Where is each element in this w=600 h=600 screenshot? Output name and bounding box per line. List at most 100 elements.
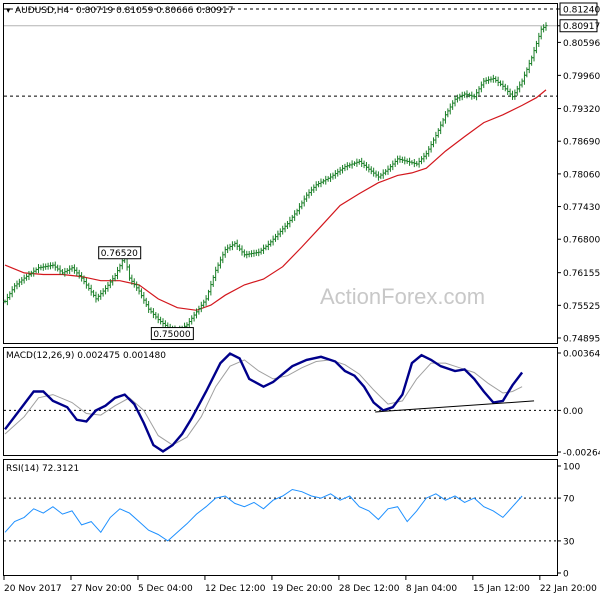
ohlc-bar (420, 156, 424, 165)
ohlc-bar (429, 141, 433, 153)
time-tick-label: 27 Nov 20:00 (71, 584, 132, 594)
ohlc-bar (364, 161, 368, 171)
ohlc-bar (520, 78, 524, 88)
ohlc-bar (446, 108, 450, 118)
ohlc-bar (113, 273, 117, 282)
watermark: ActionForex.com (320, 284, 485, 309)
annotation-label: 0.75000 (153, 330, 190, 340)
price-tick-label: 0.81240 (563, 6, 600, 16)
price-tick-label: 0.80917 (563, 22, 600, 32)
ohlc-bar (235, 239, 239, 250)
symbol-label: AUDUSD,H4 (15, 6, 70, 16)
ohlc-bar (305, 192, 309, 202)
ohlc-bar (496, 76, 500, 87)
rsi-lines (4, 488, 523, 542)
price-levels (4, 8, 557, 97)
ohlc-bar (151, 308, 155, 319)
rsi-tick-label: 70 (563, 495, 575, 505)
ohlc-bar (451, 100, 455, 110)
dropdown-arrow-icon[interactable]: ▾ (6, 6, 11, 16)
ohlc-bar (324, 175, 328, 185)
ohlc-bar (106, 281, 110, 292)
ohlc-bar (482, 77, 486, 89)
ohlc-bar (329, 173, 333, 182)
time-tick-label: 28 Dec 12:00 (339, 584, 400, 594)
ohlc-bar (333, 170, 337, 179)
ohlc-bar (25, 273, 29, 281)
ohlc-bar (321, 178, 325, 185)
ohlc-bar (68, 265, 72, 274)
ohlc-bar (367, 164, 371, 173)
ohlc-bar (479, 81, 483, 93)
ohlc-bar (427, 146, 431, 157)
ohlc-bar (319, 178, 323, 188)
ohlc-bar (441, 117, 445, 128)
ohlc-bar (22, 274, 26, 284)
ohlc-bar (17, 278, 21, 288)
ohlc-bar (187, 318, 191, 329)
annotation-label: 0.76520 (101, 249, 138, 259)
ohlc-bar (228, 243, 232, 251)
time-tick-label: 5 Dec 04:00 (138, 584, 193, 594)
ohlc-bar (259, 247, 263, 255)
ohlc-bar (242, 249, 246, 258)
price-tick-label: 0.79960 (563, 72, 600, 82)
ohlc-bar (527, 59, 531, 74)
ohlc-bar (233, 241, 237, 248)
ohlc-bar (374, 170, 378, 178)
ohlc-bar (211, 275, 215, 287)
ohlc-bar (290, 214, 294, 223)
ohlc-bar (314, 181, 318, 191)
macd-pane-frame (3, 347, 558, 456)
ohlc-bar (302, 195, 306, 207)
ohlc-bar (475, 89, 479, 101)
ohlc-bar (144, 297, 148, 307)
ohlc-bar (396, 155, 400, 165)
time-tick-label: 20 Nov 2017 (4, 584, 62, 594)
ohlc-bar (221, 251, 225, 264)
ohlc-bar (190, 315, 194, 325)
rsi-title: RSI(14) 72.3121 (6, 464, 79, 474)
macd-lines (4, 352, 535, 453)
ohlc-bar (101, 288, 105, 297)
price-tick-label: 0.76155 (563, 269, 600, 279)
ohlc-bar (264, 244, 268, 251)
ohlc-bar (99, 290, 103, 300)
ohlc-bar (534, 40, 538, 54)
macd-tick-label: -0.00264 (563, 449, 600, 459)
price-tick-box (559, 2, 598, 16)
rsi-line (4, 488, 523, 542)
price-tick-label: 0.77430 (563, 203, 600, 213)
ohlc-bar (448, 103, 452, 115)
price-tick-label: 0.80596 (563, 39, 600, 49)
ohlc-bar (37, 264, 41, 274)
ohlc-bar (295, 208, 299, 216)
ohlc-bar (522, 71, 526, 85)
ohlc-bar (463, 91, 467, 98)
ohlc-bar (238, 244, 242, 252)
moving-average (4, 89, 547, 311)
ohlc-bar (223, 246, 227, 258)
time-tick-label: 19 Dec 20:00 (272, 584, 333, 594)
ohlc-bar (147, 300, 151, 313)
ohlc-bar (94, 291, 98, 303)
ohlc-bar (312, 184, 316, 193)
ohlc-bar (240, 245, 244, 256)
ohlc-bar (199, 301, 203, 313)
ohlc-bar (149, 307, 153, 314)
ohlc-bar (283, 222, 287, 233)
ohlc-bar (70, 265, 74, 272)
time-axis: 20 Nov 2017 27 Nov 20:00 5 Dec 04:00 12 Dec… (3, 576, 597, 594)
ohlc-bar (274, 233, 277, 242)
ohlc-bar (436, 128, 440, 138)
ohlc-bar (336, 168, 340, 177)
ohlc-bar (156, 313, 160, 324)
ohlc-readout: 0.80719 0.81059 0.80666 0.80917 (76, 6, 233, 16)
ohlc-bar (360, 157, 364, 167)
ohlc-bar (518, 81, 522, 93)
ohlc-bar (269, 239, 273, 247)
ohlc-bar (372, 167, 376, 177)
ohlc-bar (532, 46, 536, 62)
price-tick-label: 0.74895 (563, 335, 600, 345)
